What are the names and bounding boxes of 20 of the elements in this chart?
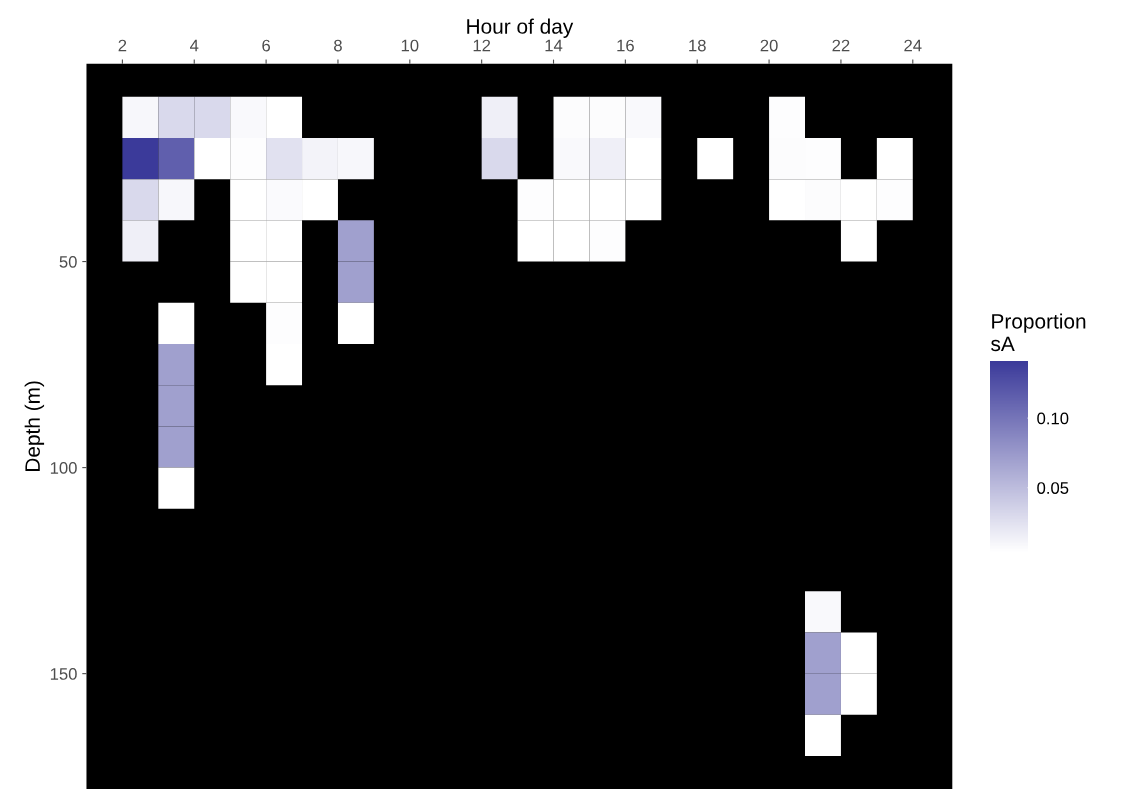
x-tick-label: 2 [118, 39, 127, 52]
x-tick-label: 8 [334, 39, 342, 52]
x-tick-label: 22 [832, 39, 850, 52]
color-bar-label: 0.05 [1037, 482, 1069, 494]
y-tick-label: 150 [50, 668, 77, 680]
x-tick-label: 18 [689, 39, 706, 52]
x-tick-label: 20 [760, 39, 778, 52]
y-axis-title: Depth (m) [24, 381, 45, 471]
x-tick-label: 16 [617, 39, 634, 52]
x-tick-label: 14 [545, 39, 563, 52]
x-tick-label: 24 [904, 39, 922, 52]
color-bar-label: 0.10 [1037, 412, 1069, 425]
x-tick-label: 12 [473, 39, 491, 52]
x-tick-label: 10 [401, 39, 419, 52]
x-tick-label: 4 [190, 39, 199, 52]
y-tick-label: 100 [50, 462, 77, 474]
y-tick-label: 50 [59, 255, 77, 268]
x-tick-label: 6 [262, 39, 271, 52]
color-bar-title: Proportion sA [991, 313, 1086, 352]
x-axis-title: Hour of day [467, 18, 574, 38]
